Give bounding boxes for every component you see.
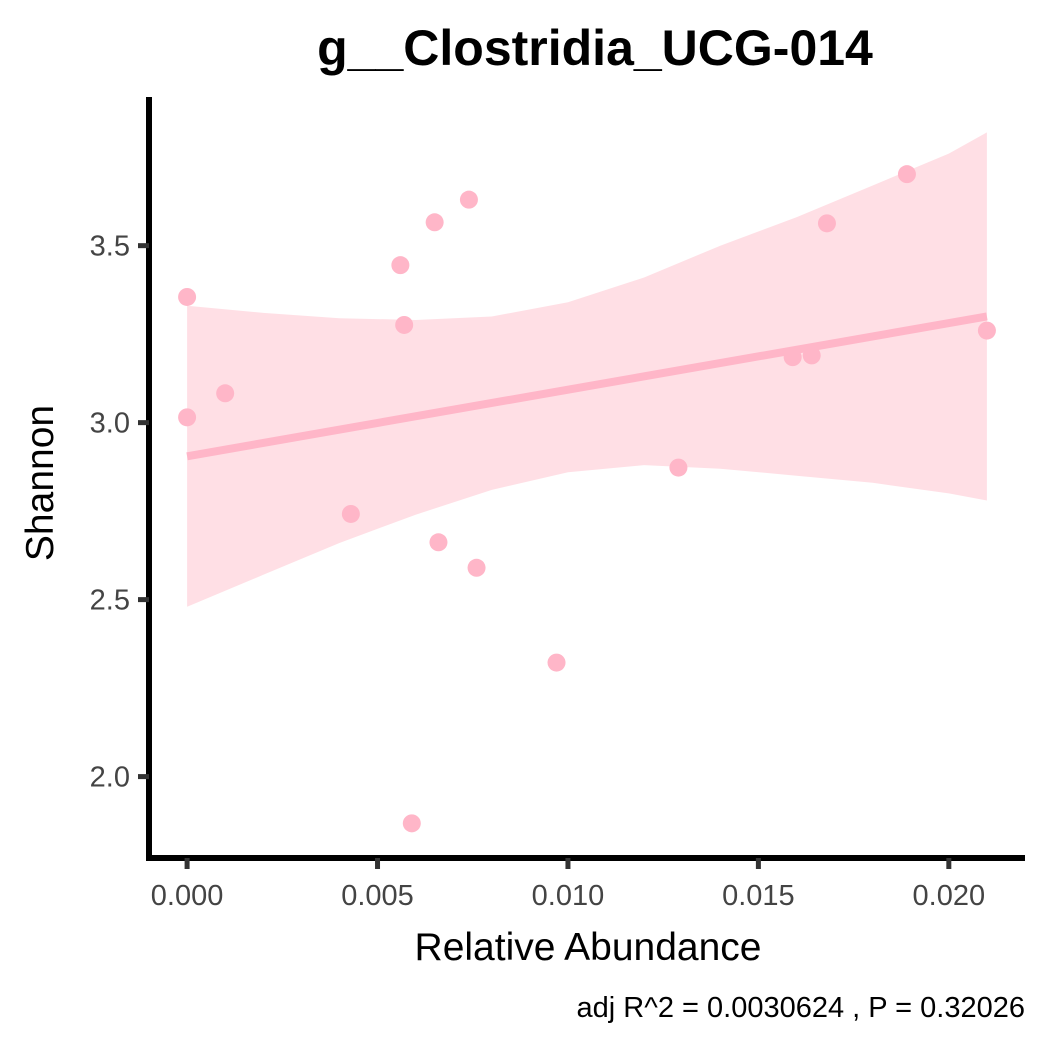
- data-point: [178, 408, 197, 427]
- x-tick-label: 0.015: [722, 880, 795, 912]
- data-point: [341, 504, 360, 523]
- confidence-ribbon-layer: [187, 132, 987, 607]
- data-point: [459, 190, 478, 209]
- data-point: [977, 321, 996, 340]
- stats-caption: adj R^2 = 0.0030624 , P = 0.32026: [577, 992, 1025, 1024]
- y-axis-label: Shannon: [19, 405, 62, 561]
- x-tick-label: 0.000: [151, 880, 224, 912]
- x-tick-label: 0.020: [913, 880, 986, 912]
- x-axis-label: Relative Abundance: [415, 926, 762, 969]
- data-point: [669, 458, 688, 477]
- data-point: [467, 558, 486, 577]
- data-points-layer: [178, 165, 996, 833]
- data-point: [547, 653, 566, 672]
- x-tick-label: 0.010: [532, 880, 605, 912]
- data-point: [783, 348, 802, 367]
- x-tick-label: 0.005: [341, 880, 414, 912]
- data-point: [802, 346, 821, 365]
- confidence-ribbon: [187, 132, 987, 607]
- y-tick-label: 2.0: [90, 762, 130, 794]
- fit-line-layer: [186, 312, 988, 461]
- data-point: [897, 165, 916, 184]
- y-tick-label: 2.5: [90, 585, 130, 617]
- chart-title: g__Clostridia_UCG-014: [317, 20, 873, 76]
- regression-line: [186, 312, 988, 461]
- data-point: [817, 214, 836, 233]
- axes-layer: 0.000 0.005 0.010 0.015 0.020 2.0 2.5 3.0 3.5: [90, 97, 1025, 912]
- data-point: [429, 533, 448, 552]
- data-point: [391, 256, 410, 275]
- data-point: [395, 315, 414, 334]
- data-point: [425, 213, 444, 232]
- data-point: [216, 384, 235, 403]
- y-tick-label: 3.5: [90, 231, 130, 263]
- y-tick-label: 3.0: [90, 408, 130, 440]
- data-point: [402, 814, 421, 833]
- data-point: [178, 287, 197, 306]
